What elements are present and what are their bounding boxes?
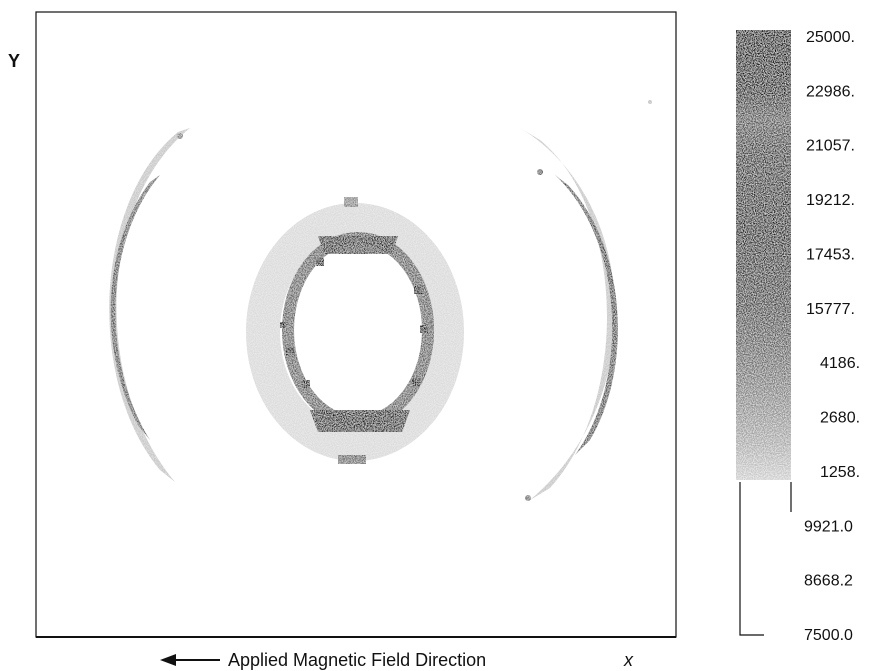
colorbar-tick-label: 2680.	[820, 410, 860, 427]
colorbar-tick-label: 19212.	[806, 192, 855, 209]
colorbar-tick-label: 25000.	[806, 29, 855, 46]
y-axis-label: Y	[8, 51, 20, 71]
x-axis-label: x	[623, 650, 634, 670]
ring-pixel	[302, 380, 310, 388]
ring-pixel	[412, 378, 420, 386]
ring-pixel	[414, 286, 422, 294]
colorbar-tick-label: 15777.	[806, 301, 855, 318]
ring-pixel	[420, 325, 428, 333]
right-outer-arc-core	[555, 175, 618, 455]
colorbar-lower-outline	[739, 482, 792, 636]
plot-area	[35, 11, 677, 638]
plot-frame	[35, 11, 677, 638]
colorbar-tick-label: 7500.0	[804, 627, 853, 644]
colorbar-tick-labels: 25000. 22986. 21057. 19212. 17453. 15777. 4186…	[804, 29, 860, 644]
field-direction-annotation: Applied Magnetic Field Direction	[160, 650, 486, 670]
colorbar-gradient	[736, 30, 791, 480]
speckle	[537, 169, 543, 175]
colorbar-tick-label: 9921.0	[804, 518, 853, 535]
central-ring-top-band	[318, 236, 398, 254]
field-arrow-icon	[160, 654, 176, 666]
central-ring-halo	[246, 203, 464, 461]
colorbar: 25000. 22986. 21057. 19212. 17453. 15777. 4186…	[736, 29, 860, 644]
ring-pixel	[286, 347, 294, 355]
intensity-pattern	[109, 100, 652, 501]
colorbar-tick-label: 22986.	[806, 83, 855, 100]
bottom-spot	[338, 455, 366, 464]
left-outer-arc	[109, 128, 190, 482]
ring-pixel	[316, 258, 324, 266]
top-spot	[344, 197, 358, 207]
speckle	[525, 495, 531, 501]
colorbar-tick-label: 1258.	[820, 464, 860, 481]
colorbar-tick-label: 17453.	[806, 246, 855, 263]
speckle	[648, 100, 652, 104]
field-direction-label: Applied Magnetic Field Direction	[228, 650, 486, 670]
central-ring-bottom-band	[310, 410, 410, 432]
ring-pixel	[280, 322, 286, 328]
colorbar-tick-label: 8668.2	[804, 573, 853, 590]
colorbar-tick-label: 21057.	[806, 138, 855, 155]
left-outer-arc-core	[110, 175, 160, 440]
speckle	[177, 133, 183, 139]
colorbar-tick-label: 4186.	[820, 355, 860, 372]
